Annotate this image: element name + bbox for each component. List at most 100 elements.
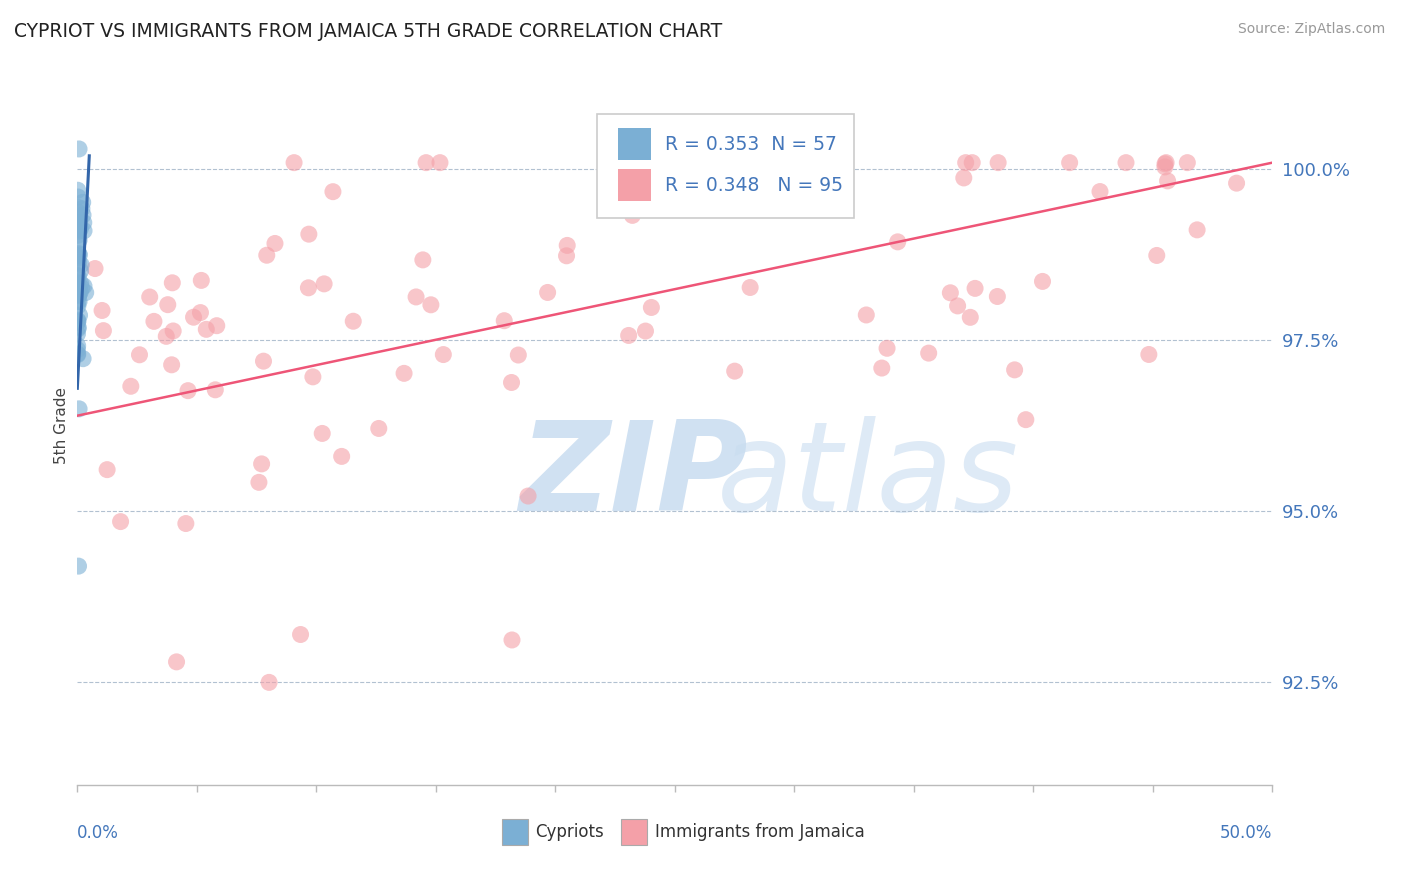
Point [66,275,89,289]
Point [67,559,90,574]
Point [342,314,364,328]
Point [205,318,228,333]
Point [700,155,723,169]
Point [429,155,451,169]
Point [607,175,630,189]
Point [955,155,977,169]
Point [66,183,89,197]
Point [155,329,177,343]
Point [67,282,90,296]
Text: ZIP: ZIP [520,416,748,537]
Point [67,269,90,284]
Text: atlas: atlas [717,416,1019,537]
Text: CYPRIOT VS IMMIGRANTS FROM JAMAICA 5TH GRADE CORRELATION CHART: CYPRIOT VS IMMIGRANTS FROM JAMAICA 5TH G… [14,22,723,41]
Point [142,314,165,328]
Point [1185,223,1208,237]
Point [724,364,747,378]
Point [72,208,94,222]
Point [640,301,662,315]
Point [1015,412,1038,426]
Point [195,322,218,336]
Point [72,351,94,366]
Text: 0.0%: 0.0% [77,824,120,842]
Point [67,294,90,309]
Point [73,279,96,293]
Point [634,324,657,338]
Point [67,401,90,416]
Point [66,249,89,263]
Text: 50.0%: 50.0% [1220,824,1272,842]
Point [501,632,523,647]
Point [322,185,344,199]
Point [302,369,325,384]
Point [367,421,389,435]
Point [190,305,212,319]
Point [1156,174,1178,188]
Point [946,299,969,313]
Point [1154,160,1177,174]
Point [494,314,516,328]
Point [257,675,280,690]
Point [67,233,90,247]
Point [69,277,91,291]
Point [432,347,454,361]
Point [66,313,89,327]
Point [67,287,90,301]
Point [412,252,434,267]
Point [314,277,336,291]
Point [959,310,981,325]
Point [330,450,353,464]
Point [66,216,89,230]
Point [297,281,319,295]
Point [93,324,115,338]
Point [66,251,89,265]
Point [67,224,90,238]
Point [918,346,941,360]
Point [66,299,89,313]
Bar [617,128,651,161]
Point [952,170,974,185]
Bar [502,819,527,845]
Point [536,285,558,300]
Point [252,354,274,368]
Point [73,216,96,230]
Text: R = 0.353  N = 57: R = 0.353 N = 57 [665,135,837,154]
Point [1004,363,1026,377]
Point [67,248,90,262]
Point [66,268,89,283]
Point [939,285,962,300]
Point [70,202,93,216]
Point [138,290,160,304]
Point [75,285,97,300]
Point [1146,248,1168,262]
Point [66,343,89,357]
Bar [617,169,651,202]
Point [67,320,90,334]
Text: Source: ZipAtlas.com: Source: ZipAtlas.com [1237,22,1385,37]
Point [702,155,724,169]
Point [66,277,89,291]
Point [67,255,90,269]
Point [256,248,278,262]
Point [876,341,898,355]
Point [67,246,90,260]
Point [508,348,530,362]
Point [166,655,188,669]
Point [66,315,89,329]
Point [886,235,908,249]
Point [247,475,270,490]
Point [66,205,89,219]
Point [67,219,90,234]
Point [66,322,89,336]
Point [156,298,179,312]
Point [177,384,200,398]
Y-axis label: 5th Grade: 5th Grade [53,387,69,465]
Point [960,155,983,169]
Point [419,298,441,312]
Point [870,361,893,376]
Point [66,237,89,252]
Point [69,264,91,278]
Point [517,489,540,503]
Point [69,223,91,237]
Point [264,236,287,251]
